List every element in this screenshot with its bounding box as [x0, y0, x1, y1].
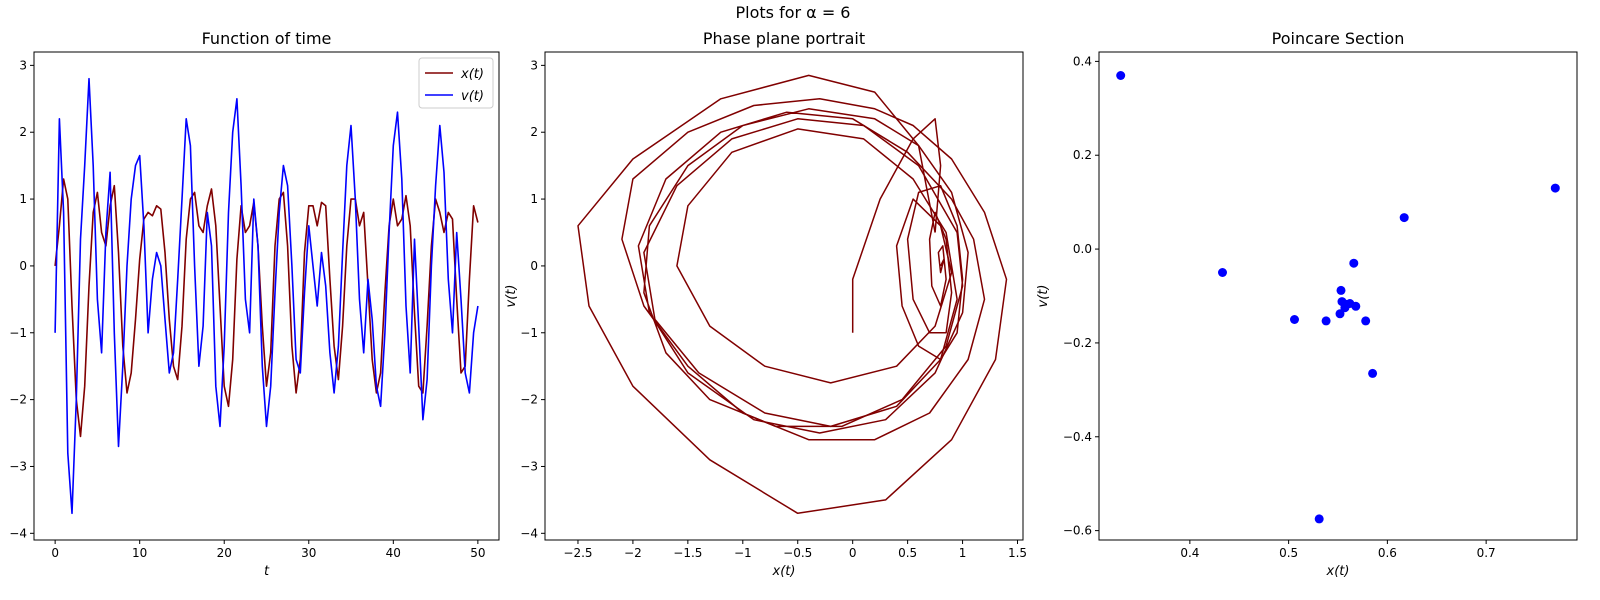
- series-line-v: [54, 77, 479, 515]
- poincare-point: [1290, 315, 1299, 324]
- phase-trajectory-segment: [577, 74, 1008, 515]
- time-series-panel: 0 10 20 30 40 50 −4 −3 −2 −1 0 1 2 3 Function of time t…: [9, 29, 500, 579]
- y-axis-label: v(t): [504, 285, 519, 308]
- y-tick-label: −0.6: [1063, 524, 1092, 538]
- x-tick-label: 20: [217, 546, 232, 560]
- x-axis-label: t: [264, 564, 270, 579]
- phase-trajectory-segment: [895, 184, 964, 361]
- x-tick-label: 0: [51, 546, 59, 560]
- poincare-point: [1349, 258, 1359, 268]
- y-tick-label: −3: [9, 459, 27, 473]
- axes-frame: [544, 51, 1024, 541]
- y-tick-label: 2: [19, 125, 27, 139]
- x-tick-label: 0.7: [1477, 546, 1496, 560]
- x-tick-label: −1.5: [673, 546, 702, 560]
- x-tick-label: −1: [734, 546, 752, 560]
- y-tick-label: −3: [520, 459, 538, 473]
- x-tick-label: 50: [470, 546, 485, 560]
- x-axis-label: x(t): [772, 564, 796, 579]
- x-tick-label: 10: [132, 546, 147, 560]
- poincare-point: [1218, 268, 1227, 277]
- legend-label: x(t): [460, 67, 484, 82]
- y-tick-label: 0.4: [1073, 54, 1092, 68]
- y-tick-label: 0: [530, 259, 538, 273]
- phase-plane-panel: −2.5 −2 −1.5 −1 −0.5 0 0.5 1 1.5 −4 −3 −2 −1 0 1 2 3 Phas…: [504, 29, 1027, 579]
- panel-title: Phase plane portrait: [703, 29, 865, 48]
- y-tick-label: 1: [19, 192, 27, 206]
- phase-trajectory-segment: [851, 118, 942, 333]
- y-tick-label: 2: [530, 125, 538, 139]
- y-tick-label: −0.2: [1063, 336, 1092, 350]
- poincare-point: [1314, 514, 1324, 524]
- x-tick-label: 1: [959, 546, 967, 560]
- poincare-point: [1550, 183, 1560, 193]
- y-tick-label: −4: [9, 526, 27, 540]
- x-tick-label: 0: [849, 546, 857, 560]
- x-tick-label: 0.4: [1180, 546, 1199, 560]
- x-tick-label: −2: [624, 546, 642, 560]
- y-tick-label: 0.0: [1073, 242, 1092, 256]
- y-tick-label: −2: [9, 393, 27, 407]
- x-tick-label: 1.5: [1008, 546, 1027, 560]
- y-tick-label: 3: [19, 58, 27, 72]
- poincare-point: [1399, 213, 1409, 223]
- panel-title: Poincare Section: [1272, 29, 1405, 48]
- x-tick-label: 30: [301, 546, 316, 560]
- axes-frame: [33, 51, 500, 541]
- phase-trajectory-segment: [637, 108, 969, 434]
- poincare-point: [1321, 316, 1331, 326]
- poincare-point: [1351, 301, 1361, 311]
- panel-title: Function of time: [202, 29, 332, 48]
- y-tick-label: 0: [19, 259, 27, 273]
- axes-frame: [1098, 51, 1578, 541]
- series-line-x: [54, 178, 479, 438]
- x-tick-label: −0.5: [783, 546, 812, 560]
- poincare-point: [1335, 309, 1345, 319]
- poincare-point: [1361, 316, 1371, 326]
- y-tick-label: −1: [9, 326, 27, 340]
- y-tick-label: 3: [530, 58, 538, 72]
- x-tick-label: 40: [386, 546, 401, 560]
- y-tick-label: 0.2: [1073, 148, 1092, 162]
- x-tick-label: 0.5: [898, 546, 917, 560]
- y-tick-label: −4: [520, 526, 538, 540]
- poincare-point: [1116, 71, 1126, 80]
- legend-label: v(t): [461, 89, 484, 104]
- y-tick-label: −0.4: [1063, 430, 1092, 444]
- y-axis-label: v(t): [1036, 285, 1051, 308]
- x-axis-label: x(t): [1326, 564, 1350, 579]
- poincare-point: [1336, 285, 1346, 295]
- x-tick-label: 0.5: [1279, 546, 1298, 560]
- y-tick-label: 1: [530, 192, 538, 206]
- figure-suptitle: Plots for α = 6: [736, 3, 851, 22]
- y-tick-label: −2: [520, 393, 538, 407]
- y-tick-label: −1: [520, 326, 538, 340]
- phase-trajectory-segment: [643, 118, 958, 428]
- x-tick-label: 0.6: [1378, 546, 1397, 560]
- x-tick-label: −2.5: [563, 546, 592, 560]
- poincare-panel: 0.4 0.5 0.6 0.7 −0.6 −0.4 −0.2 0.0 0.2 0.4 Poincar…: [1036, 29, 1578, 579]
- poincare-point: [1368, 368, 1378, 378]
